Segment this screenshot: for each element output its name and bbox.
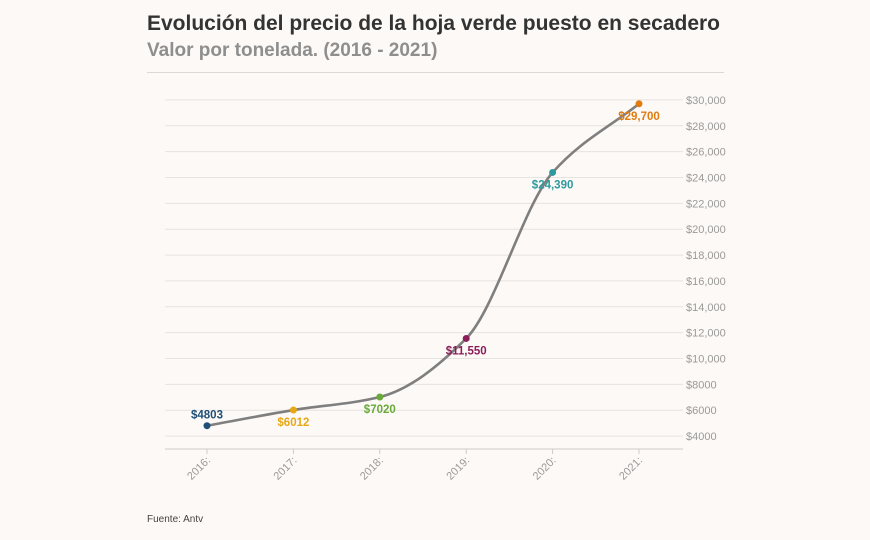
data-label: $11,550 (446, 345, 487, 357)
y-tick-label: $4000 (686, 431, 717, 443)
x-tick-label: 2020: (531, 455, 559, 483)
data-point (462, 334, 470, 342)
chart-title: Evolución del precio de la hoja verde pu… (147, 12, 721, 35)
data-label: $24,390 (532, 179, 574, 191)
data-label: $4803 (191, 410, 223, 422)
y-tick-label: $8000 (686, 379, 717, 391)
y-tick-label: $16,000 (686, 276, 726, 288)
y-tick-label: $18,000 (686, 250, 726, 262)
chart-subtitle: Valor por tonelada. (2016 - 2021) (147, 40, 438, 61)
data-point (203, 422, 211, 430)
data-points (203, 100, 643, 430)
y-tick-label: $10,000 (686, 354, 726, 366)
y-tick-label: $26,000 (686, 147, 726, 159)
y-tick-label: $12,000 (686, 328, 726, 340)
data-point (376, 393, 384, 401)
y-tick-label: $6000 (686, 405, 717, 417)
y-tick-label: $20,000 (686, 224, 726, 236)
y-tick-label: $22,000 (686, 198, 726, 210)
x-axis: 2016: 2017: 2018: 2019: 2020: 2021: (185, 449, 645, 483)
x-tick-label: 2017: (272, 455, 300, 483)
gridlines (165, 99, 683, 450)
data-label: $7020 (364, 404, 396, 416)
x-tick-label: 2018: (358, 455, 386, 483)
y-tick-label: $24,000 (686, 173, 726, 185)
data-labels: $4803 $6012 $7020 $11,550 $24,390 $29,700 (191, 111, 660, 429)
data-point (635, 100, 643, 108)
data-label: $6012 (277, 417, 309, 429)
source-note: Fuente: Antv (147, 514, 204, 525)
title-divider (147, 72, 724, 73)
x-tick-label: 2019: (444, 455, 472, 483)
x-tick-label: 2016: (185, 455, 213, 483)
y-tick-label: $14,000 (686, 302, 726, 314)
y-tick-label: $28,000 (686, 121, 726, 133)
data-point (289, 406, 297, 414)
x-tick-label: 2021: (617, 455, 645, 483)
data-label: $29,700 (618, 111, 660, 123)
y-tick-label: $30,000 (686, 95, 726, 107)
y-axis: $4000 $6000 $8000 $10,000 $12,000 $14,000 $16,… (686, 95, 726, 443)
data-point (549, 168, 557, 176)
